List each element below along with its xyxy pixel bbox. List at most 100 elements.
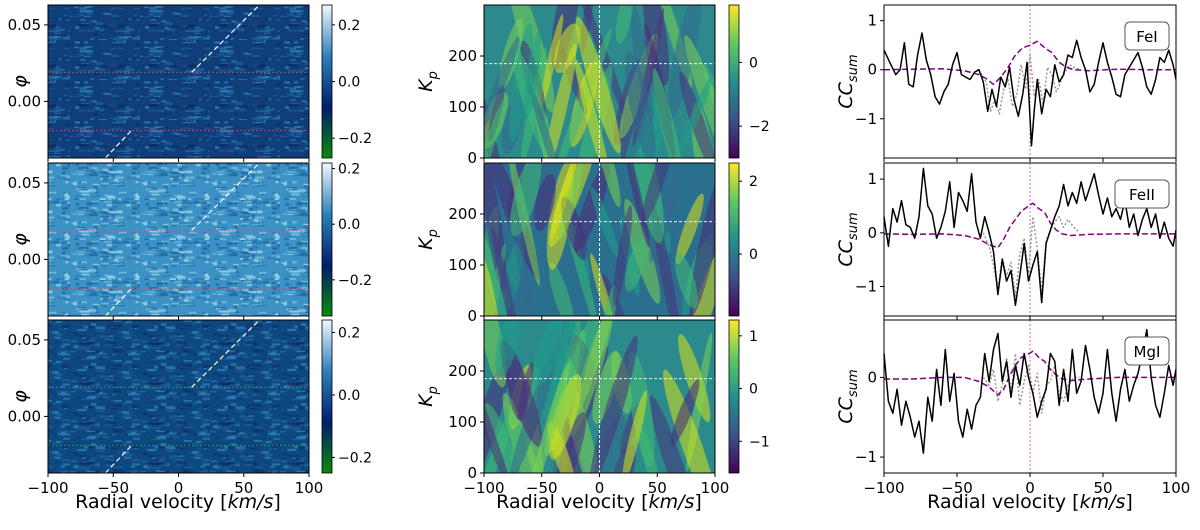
y-tick-label: 0.05 xyxy=(8,174,41,192)
legend-label: FeI xyxy=(1136,28,1157,46)
y-tick-label: −1 xyxy=(855,277,877,295)
x-axis-label-unit: km/s xyxy=(1080,491,1126,513)
y-tick-label: 100 xyxy=(448,413,477,431)
x-axis-label-bracket: ] xyxy=(1125,491,1132,513)
y-tick-label: 0.00 xyxy=(8,407,41,425)
x-tick-label: 0 xyxy=(595,479,605,497)
x-axis-label-bracket: ] xyxy=(273,491,280,513)
y-axis-label: φ xyxy=(9,390,31,403)
y-axis-label: φ xyxy=(9,75,31,88)
x-axis-label-unit: km/s xyxy=(649,491,695,513)
x-tick-label: 0 xyxy=(174,479,184,497)
series-observed xyxy=(883,328,1177,454)
kp-map-FeII: 200 100 0 Kp 2 0 xyxy=(415,162,758,325)
x-tick-label: −50 xyxy=(941,479,973,497)
y-axis-label: Kp xyxy=(415,229,441,250)
colorbar-tick-label: 0 xyxy=(749,382,758,398)
series-injected xyxy=(982,352,1080,414)
y-axis-label: Kp xyxy=(415,386,441,407)
y-axis-label-sub: p xyxy=(426,229,441,238)
x-tick-label: −100 xyxy=(27,479,68,497)
phase-map-heatmap xyxy=(48,163,309,316)
y-axis-label-main: CC xyxy=(835,396,857,423)
series-model xyxy=(883,202,1176,249)
colorbar-tick-label: 0.0 xyxy=(338,217,360,233)
y-tick-label: 200 xyxy=(448,362,477,380)
y-axis-label-main: K xyxy=(415,236,437,250)
x-axis-label-text: Radial velocity [ xyxy=(75,491,227,513)
legend-box xyxy=(1124,21,1170,51)
x-tick-label: −50 xyxy=(97,479,129,497)
y-axis-label: CCsum xyxy=(835,54,861,108)
colorbar-tick-label: 2 xyxy=(749,174,758,190)
series-model xyxy=(884,350,1176,396)
colorbar xyxy=(728,162,740,317)
y-axis-label-main: CC xyxy=(835,239,857,266)
x-tick-label: 50 xyxy=(1093,479,1112,497)
y-tick-label: 0 xyxy=(467,464,477,482)
x-tick-label: 0 xyxy=(1025,479,1035,497)
y-axis-label: Kp xyxy=(415,71,441,92)
x-axis-label-text: Radial velocity [ xyxy=(927,491,1079,513)
colorbar xyxy=(728,4,740,159)
series-observed xyxy=(883,32,1177,147)
x-axis-label: Radial velocity [km/s] xyxy=(927,491,1133,513)
colorbar-tick-label: −0.2 xyxy=(338,273,372,289)
y-axis-label-sub: p xyxy=(426,386,441,395)
y-tick-label: −1 xyxy=(855,448,877,466)
x-axis-label-bracket: ] xyxy=(694,491,701,513)
legend-box xyxy=(1124,336,1170,366)
x-axis-label: Radial velocity [km/s] xyxy=(75,491,281,513)
y-tick-label: 0.05 xyxy=(8,16,41,34)
y-axis-label: CCsum xyxy=(835,369,861,423)
y-axis-label-sub: p xyxy=(426,71,441,80)
y-tick-label: 0 xyxy=(867,224,877,242)
y-tick-label: −1 xyxy=(855,110,877,128)
x-axis-label: Radial velocity [km/s] xyxy=(496,491,702,513)
x-tick-label: 50 xyxy=(648,479,667,497)
y-tick-label: 100 xyxy=(448,98,477,116)
x-tick-label: −100 xyxy=(863,479,904,497)
x-tick-label: 50 xyxy=(234,479,253,497)
x-tick-label: −100 xyxy=(463,479,504,497)
cc-panel-FeII: 1 0 −1 FeII CCsum xyxy=(835,162,1177,320)
colorbar-tick-label: 0.2 xyxy=(338,325,360,341)
colorbar-tick-label: −0.2 xyxy=(338,131,372,147)
y-axis-label-sub: sum xyxy=(846,54,861,82)
phase-map-MgI: 0.05 0.00 −100 −50 0 50 100 φ 0.2 0.0 −0.2 xyxy=(8,319,372,497)
phase-map-heatmap xyxy=(48,5,309,158)
x-axis-label-text: Radial velocity [ xyxy=(496,491,648,513)
y-tick-label: 0.05 xyxy=(8,331,41,349)
phase-map-heatmap xyxy=(48,320,309,473)
colorbar xyxy=(321,162,333,317)
colorbar-tick-label: 0.0 xyxy=(338,388,360,404)
series-injected xyxy=(978,54,1082,115)
colorbar-tick-label: 1 xyxy=(749,329,758,345)
y-tick-label: 100 xyxy=(448,256,477,274)
legend: FeI xyxy=(1124,21,1170,51)
planet-trail-lower xyxy=(104,445,132,474)
colorbar-tick-label: −0.2 xyxy=(338,450,372,466)
y-tick-label: 200 xyxy=(448,205,477,223)
legend-label: FeII xyxy=(1129,186,1155,204)
y-tick-label: 1 xyxy=(867,170,877,188)
legend-box xyxy=(1114,179,1170,209)
y-axis-label-sub: sum xyxy=(846,212,861,240)
x-axis-label-unit: km/s xyxy=(228,491,274,513)
planet-trail-lower xyxy=(104,288,132,317)
colorbar-tick-label: 0.2 xyxy=(338,18,360,34)
phase-map-FeI: 0.05 0.00 φ 0.2 0.0 −0.2 xyxy=(8,4,372,162)
y-axis-label-main: K xyxy=(415,78,437,92)
y-tick-label: 1 xyxy=(867,12,877,30)
series-observed xyxy=(883,167,1177,307)
phase-map-FeII: 0.05 0.00 φ 0.2 0.0 −0.2 xyxy=(8,162,372,320)
legend-label: MgI xyxy=(1134,343,1161,361)
y-axis-label-sub: sum xyxy=(846,369,861,397)
y-axis-label-main: K xyxy=(415,393,437,407)
colorbar-tick-label: −1 xyxy=(749,434,770,450)
colorbar-tick-label: 0.0 xyxy=(338,75,360,91)
cc-panel-MgI: 0 −1 −100 −50 0 50 100 MgI CCsum xyxy=(835,319,1190,497)
colorbar-tick-label: 0 xyxy=(749,55,758,71)
